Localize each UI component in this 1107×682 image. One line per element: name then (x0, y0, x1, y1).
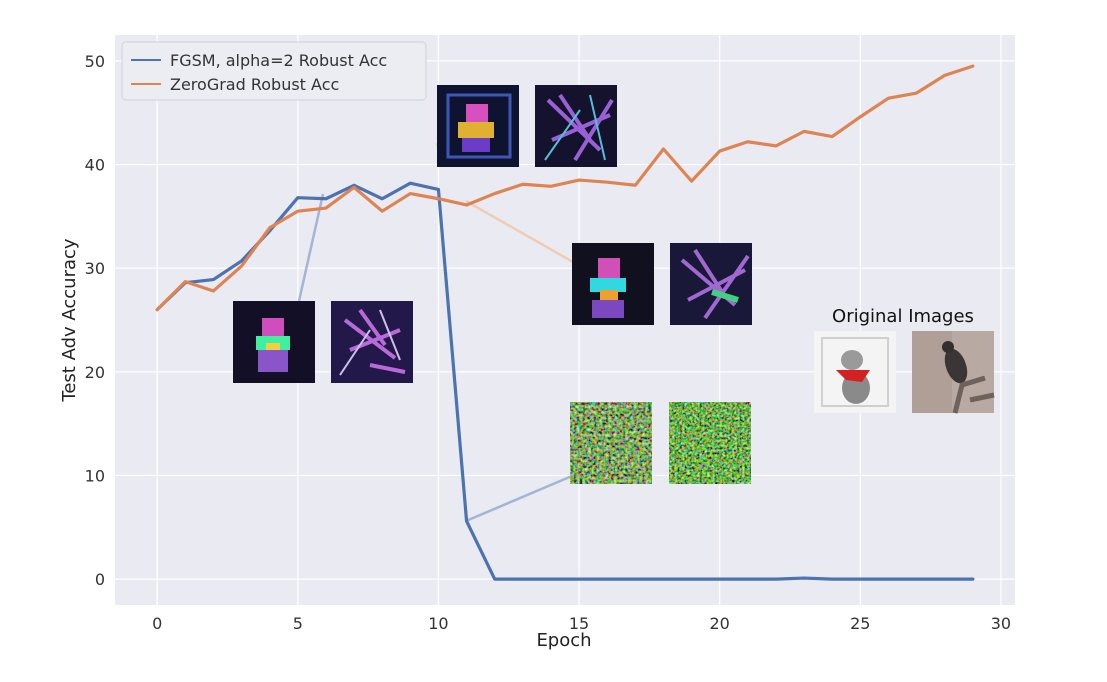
y-tick-label: 10 (85, 466, 105, 485)
image-detail (841, 350, 863, 370)
image-pair-fgsm-epoch6 (233, 301, 413, 383)
image-pair-fgsm-noise-epoch15 (570, 402, 751, 484)
image-detail (592, 300, 624, 318)
image-detail (598, 258, 620, 278)
series-lines (155, 64, 975, 581)
noise-texture (570, 402, 652, 484)
y-tick-label: 0 (95, 570, 105, 589)
x-tick-label: 0 (152, 614, 162, 633)
noise-texture (669, 402, 751, 484)
x-tick-label: 10 (428, 614, 448, 633)
image-detail (343, 308, 406, 374)
image-detail (600, 290, 618, 300)
connector-epoch11-fgsm (465, 474, 573, 523)
connector-epoch6 (297, 193, 325, 302)
original-images-title: Original Images (832, 306, 974, 327)
image-pair-zerograd-epoch10 (437, 85, 617, 167)
image-detail (258, 350, 288, 372)
x-tick-label: 5 (293, 614, 303, 633)
x-tick-label: 15 (569, 614, 589, 633)
series-line-fgsm (155, 181, 975, 581)
image-detail (262, 318, 284, 336)
series-line-zerograd (155, 64, 975, 312)
legend-box (121, 41, 427, 101)
image-detail (339, 309, 401, 376)
image-detail (680, 248, 750, 320)
connector-epoch11-zerograd (465, 199, 574, 264)
image-detail (942, 341, 954, 353)
image-detail (462, 138, 490, 152)
image-pair-zerograd-epoch15 (572, 243, 752, 325)
image-detail (266, 343, 280, 351)
image-detail (466, 104, 488, 122)
image-detail (944, 348, 968, 384)
image-detail (836, 370, 870, 382)
y-tick-label: 50 (85, 52, 105, 71)
legend-label-zerograd: ZeroGrad Robust Acc (170, 75, 339, 94)
y-axis-label: Test Adv Accuracy (59, 238, 80, 402)
image-detail (952, 375, 995, 414)
x-tick-label: 30 (991, 614, 1011, 633)
image-detail (821, 337, 889, 407)
image-detail (544, 94, 606, 161)
image-detail (590, 278, 626, 292)
original-images: Original Images (814, 306, 995, 414)
image-detail (711, 289, 739, 303)
legend-label-fgsm: FGSM, alpha=2 Robust Acc (170, 51, 387, 70)
image-detail (458, 122, 494, 138)
y-tick-labels: 0 10 20 30 40 50 (85, 52, 105, 589)
x-tick-labels: 0 5 10 15 20 25 30 (152, 614, 1011, 633)
legend: FGSM, alpha=2 Robust Acc ZeroGrad Robust… (121, 41, 427, 101)
y-tick-label: 40 (85, 156, 105, 175)
perturbation-images: Original Images (233, 85, 995, 484)
x-axis-label: Epoch (536, 630, 591, 651)
x-tick-label: 20 (710, 614, 730, 633)
y-tick-label: 20 (85, 363, 105, 382)
image-detail (446, 93, 512, 159)
x-tick-label: 25 (850, 614, 870, 633)
y-tick-label: 30 (85, 259, 105, 278)
